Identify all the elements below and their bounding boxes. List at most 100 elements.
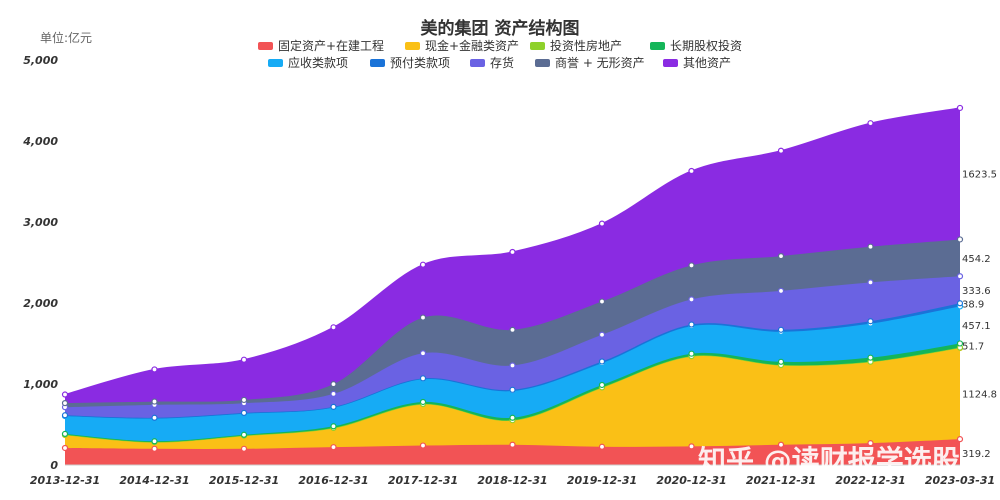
legend-label-1[interactable]: 现金+金融类资产 bbox=[425, 38, 519, 53]
legend-label-6[interactable]: 存货 bbox=[490, 55, 514, 70]
point-0-6[interactable] bbox=[598, 443, 606, 450]
legend-swatch-7[interactable] bbox=[535, 59, 550, 67]
x-tick-label-2: 2015-12-31 bbox=[209, 474, 279, 487]
area-series-8[interactable] bbox=[65, 107, 960, 404]
point-3-9[interactable] bbox=[867, 354, 874, 361]
point-8-6[interactable] bbox=[598, 220, 606, 227]
point-0-10[interactable] bbox=[956, 436, 964, 443]
point-5-8[interactable] bbox=[777, 326, 785, 333]
point-3-4[interactable] bbox=[419, 398, 427, 406]
point-3-1[interactable] bbox=[151, 438, 158, 445]
point-6-3[interactable] bbox=[330, 390, 337, 397]
point-8-10[interactable] bbox=[956, 104, 964, 112]
point-0-5[interactable] bbox=[509, 441, 516, 448]
point-6-7[interactable] bbox=[688, 296, 695, 303]
point-8-4[interactable] bbox=[419, 261, 427, 268]
point-5-10[interactable] bbox=[956, 300, 964, 307]
point-0-2[interactable] bbox=[240, 445, 248, 452]
end-label-8: 1623.5 bbox=[962, 170, 997, 181]
legend-swatch-5[interactable] bbox=[370, 59, 385, 67]
legend-swatch-3[interactable] bbox=[650, 42, 665, 50]
point-6-6[interactable] bbox=[598, 331, 606, 338]
area-series-6[interactable] bbox=[65, 276, 960, 418]
point-5-3[interactable] bbox=[330, 403, 337, 410]
area-series-7[interactable] bbox=[65, 239, 960, 408]
area-series-group bbox=[64, 107, 961, 465]
point-7-7[interactable] bbox=[688, 262, 695, 269]
point-8-0[interactable] bbox=[61, 391, 69, 398]
point-5-0[interactable] bbox=[61, 412, 69, 419]
point-5-9[interactable] bbox=[867, 318, 874, 325]
x-tick-label-10: 2023-03-31 bbox=[925, 474, 995, 487]
point-7-8[interactable] bbox=[777, 253, 785, 260]
end-label-6: 333.6 bbox=[962, 286, 991, 297]
point-3-0[interactable] bbox=[61, 430, 69, 437]
point-5-4[interactable] bbox=[419, 375, 427, 382]
point-0-3[interactable] bbox=[330, 444, 337, 451]
point-7-10[interactable] bbox=[956, 236, 964, 243]
point-5-1[interactable] bbox=[151, 414, 158, 421]
legend-swatch-1[interactable] bbox=[405, 42, 420, 50]
point-3-3[interactable] bbox=[330, 423, 337, 430]
legend-label-7[interactable]: 商誉 + 无形资产 bbox=[555, 55, 645, 70]
point-3-6[interactable] bbox=[598, 381, 606, 389]
point-8-2[interactable] bbox=[240, 356, 248, 363]
point-3-10[interactable] bbox=[956, 340, 964, 347]
point-5-5[interactable] bbox=[509, 386, 516, 393]
legend-swatch-8[interactable] bbox=[663, 59, 678, 67]
point-7-9[interactable] bbox=[867, 243, 874, 250]
legend-swatch-4[interactable] bbox=[268, 59, 283, 67]
point-7-5[interactable] bbox=[509, 326, 516, 333]
point-8-8[interactable] bbox=[777, 147, 785, 154]
legend-label-8[interactable]: 其他资产 bbox=[683, 56, 731, 70]
point-3-8[interactable] bbox=[777, 358, 785, 365]
y-tick-label-3: 3,000 bbox=[23, 216, 58, 229]
y-tick-label-4: 4,000 bbox=[22, 135, 58, 148]
point-6-9[interactable] bbox=[867, 279, 874, 286]
point-6-5[interactable] bbox=[509, 362, 516, 369]
point-6-4[interactable] bbox=[419, 350, 427, 357]
point-5-7[interactable] bbox=[688, 321, 695, 328]
point-7-4[interactable] bbox=[419, 314, 427, 321]
point-8-5[interactable] bbox=[509, 248, 516, 256]
point-0-0[interactable] bbox=[61, 444, 69, 452]
point-0-1[interactable] bbox=[151, 445, 158, 452]
point-6-10[interactable] bbox=[956, 273, 964, 280]
point-8-3[interactable] bbox=[330, 324, 337, 331]
point-0-4[interactable] bbox=[419, 442, 427, 449]
point-7-3[interactable] bbox=[330, 381, 337, 388]
point-3-2[interactable] bbox=[240, 431, 248, 438]
point-8-1[interactable] bbox=[151, 366, 158, 373]
point-0-8[interactable] bbox=[777, 441, 785, 448]
x-tick-label-4: 2017-12-31 bbox=[388, 474, 458, 487]
legend-swatch-0[interactable] bbox=[258, 42, 273, 50]
point-0-7[interactable] bbox=[688, 443, 695, 450]
point-3-7[interactable] bbox=[688, 350, 695, 357]
point-5-6[interactable] bbox=[598, 358, 606, 365]
point-8-9[interactable] bbox=[867, 120, 874, 127]
point-6-8[interactable] bbox=[777, 287, 785, 295]
area-series-4[interactable] bbox=[65, 306, 960, 442]
point-8-7[interactable] bbox=[688, 167, 695, 175]
legend-label-3[interactable]: 长期股权投资 bbox=[670, 38, 742, 53]
legend-label-5[interactable]: 预付类款项 bbox=[390, 56, 450, 70]
point-0-9[interactable] bbox=[867, 440, 874, 447]
legend-label-2[interactable]: 投资性房地产 bbox=[550, 38, 622, 53]
legend-swatch-6[interactable] bbox=[470, 59, 485, 67]
legend-label-0[interactable]: 固定资产+在建工程 bbox=[278, 38, 384, 53]
area-series-0[interactable] bbox=[65, 439, 960, 465]
x-tick-label-8: 2021-12-31 bbox=[746, 474, 816, 487]
area-series-1[interactable] bbox=[65, 348, 960, 449]
x-tick-label-0: 2013-12-31 bbox=[30, 474, 100, 487]
point-7-0[interactable] bbox=[61, 400, 69, 407]
point-7-1[interactable] bbox=[151, 398, 158, 405]
point-7-6[interactable] bbox=[598, 298, 606, 305]
legend-label-4[interactable]: 应收类款项 bbox=[288, 55, 348, 70]
point-5-2[interactable] bbox=[240, 409, 248, 417]
end-labels: 319.2 1124.8 51.7 457.1 38.9 333.6 454.2 1623.5 bbox=[962, 170, 997, 460]
legend-swatch-2[interactable] bbox=[530, 42, 545, 50]
point-3-5[interactable] bbox=[509, 414, 516, 421]
x-tick-label-6: 2019-12-31 bbox=[567, 474, 637, 487]
point-7-2[interactable] bbox=[240, 396, 248, 404]
